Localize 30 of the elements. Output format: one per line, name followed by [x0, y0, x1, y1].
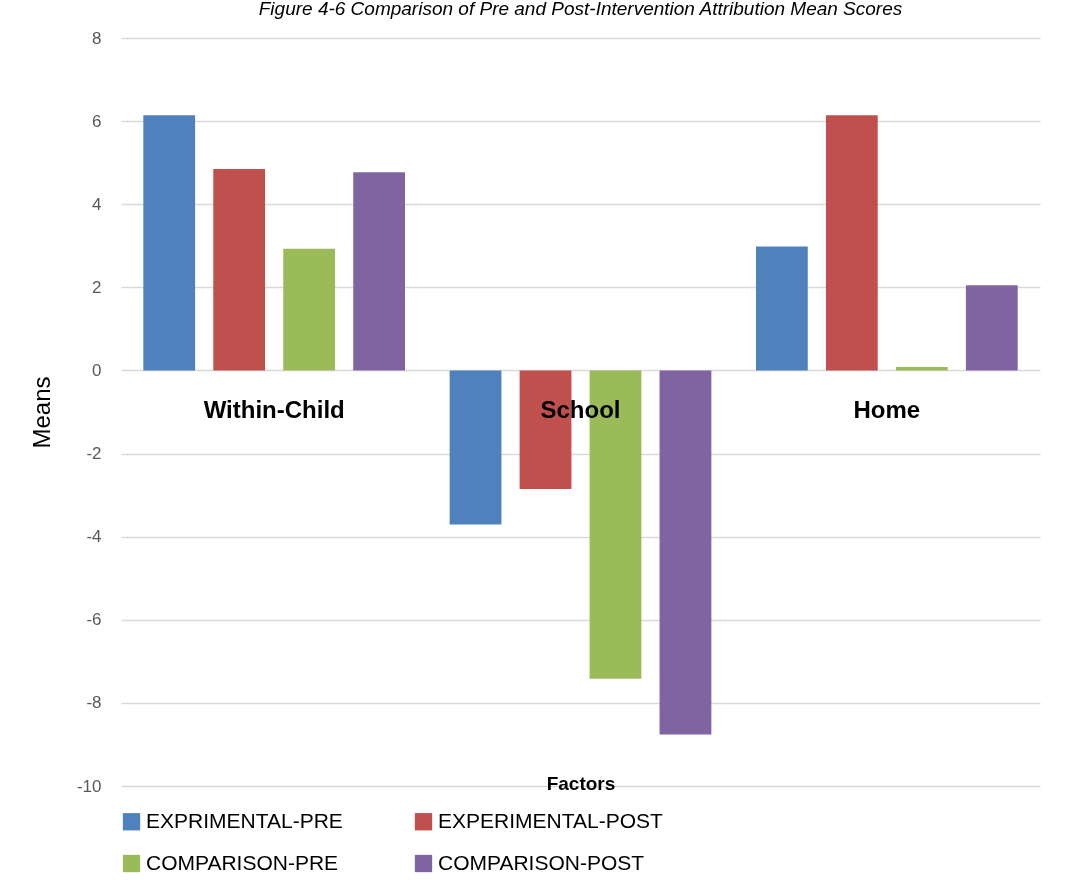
y-axis-title: Means: [27, 376, 55, 449]
y-tick-label: 2: [92, 277, 102, 297]
x-tick-label: Home: [853, 396, 921, 424]
x-axis-title: Factors: [546, 772, 616, 794]
bar: [449, 370, 502, 525]
bar: [755, 246, 808, 371]
y-tick-label: 4: [92, 194, 102, 214]
x-tick-label: School: [540, 396, 621, 424]
y-tick-label: 6: [92, 111, 102, 131]
chart-title: Figure 4-6 Comparison of Pre and Post-Intervention Attribution Mean Scores: [258, 0, 903, 19]
y-tick-label: -10: [76, 776, 102, 796]
bar: [213, 168, 266, 371]
y-tick-label: 8: [92, 28, 102, 48]
legend-label: COMPARISON-PRE: [146, 850, 339, 874]
legend-label: EXPRIMENTAL-PRE: [146, 808, 343, 832]
bar: [143, 115, 196, 371]
bar: [965, 285, 1018, 371]
bar: [659, 370, 712, 735]
legend-label: COMPARISON-POST: [438, 850, 645, 874]
y-tick-label: -2: [86, 444, 102, 464]
bar: [353, 172, 406, 371]
y-tick-label: -4: [86, 527, 102, 547]
y-tick-label: -6: [86, 610, 102, 630]
bar: [825, 115, 878, 371]
y-tick-label: 0: [92, 360, 102, 380]
legend-label: EXPERIMENTAL-POST: [438, 808, 663, 832]
y-tick-label: -8: [86, 693, 102, 713]
x-tick-label: Within-Child: [203, 396, 345, 424]
bar: [895, 367, 948, 371]
bar: [283, 248, 336, 371]
